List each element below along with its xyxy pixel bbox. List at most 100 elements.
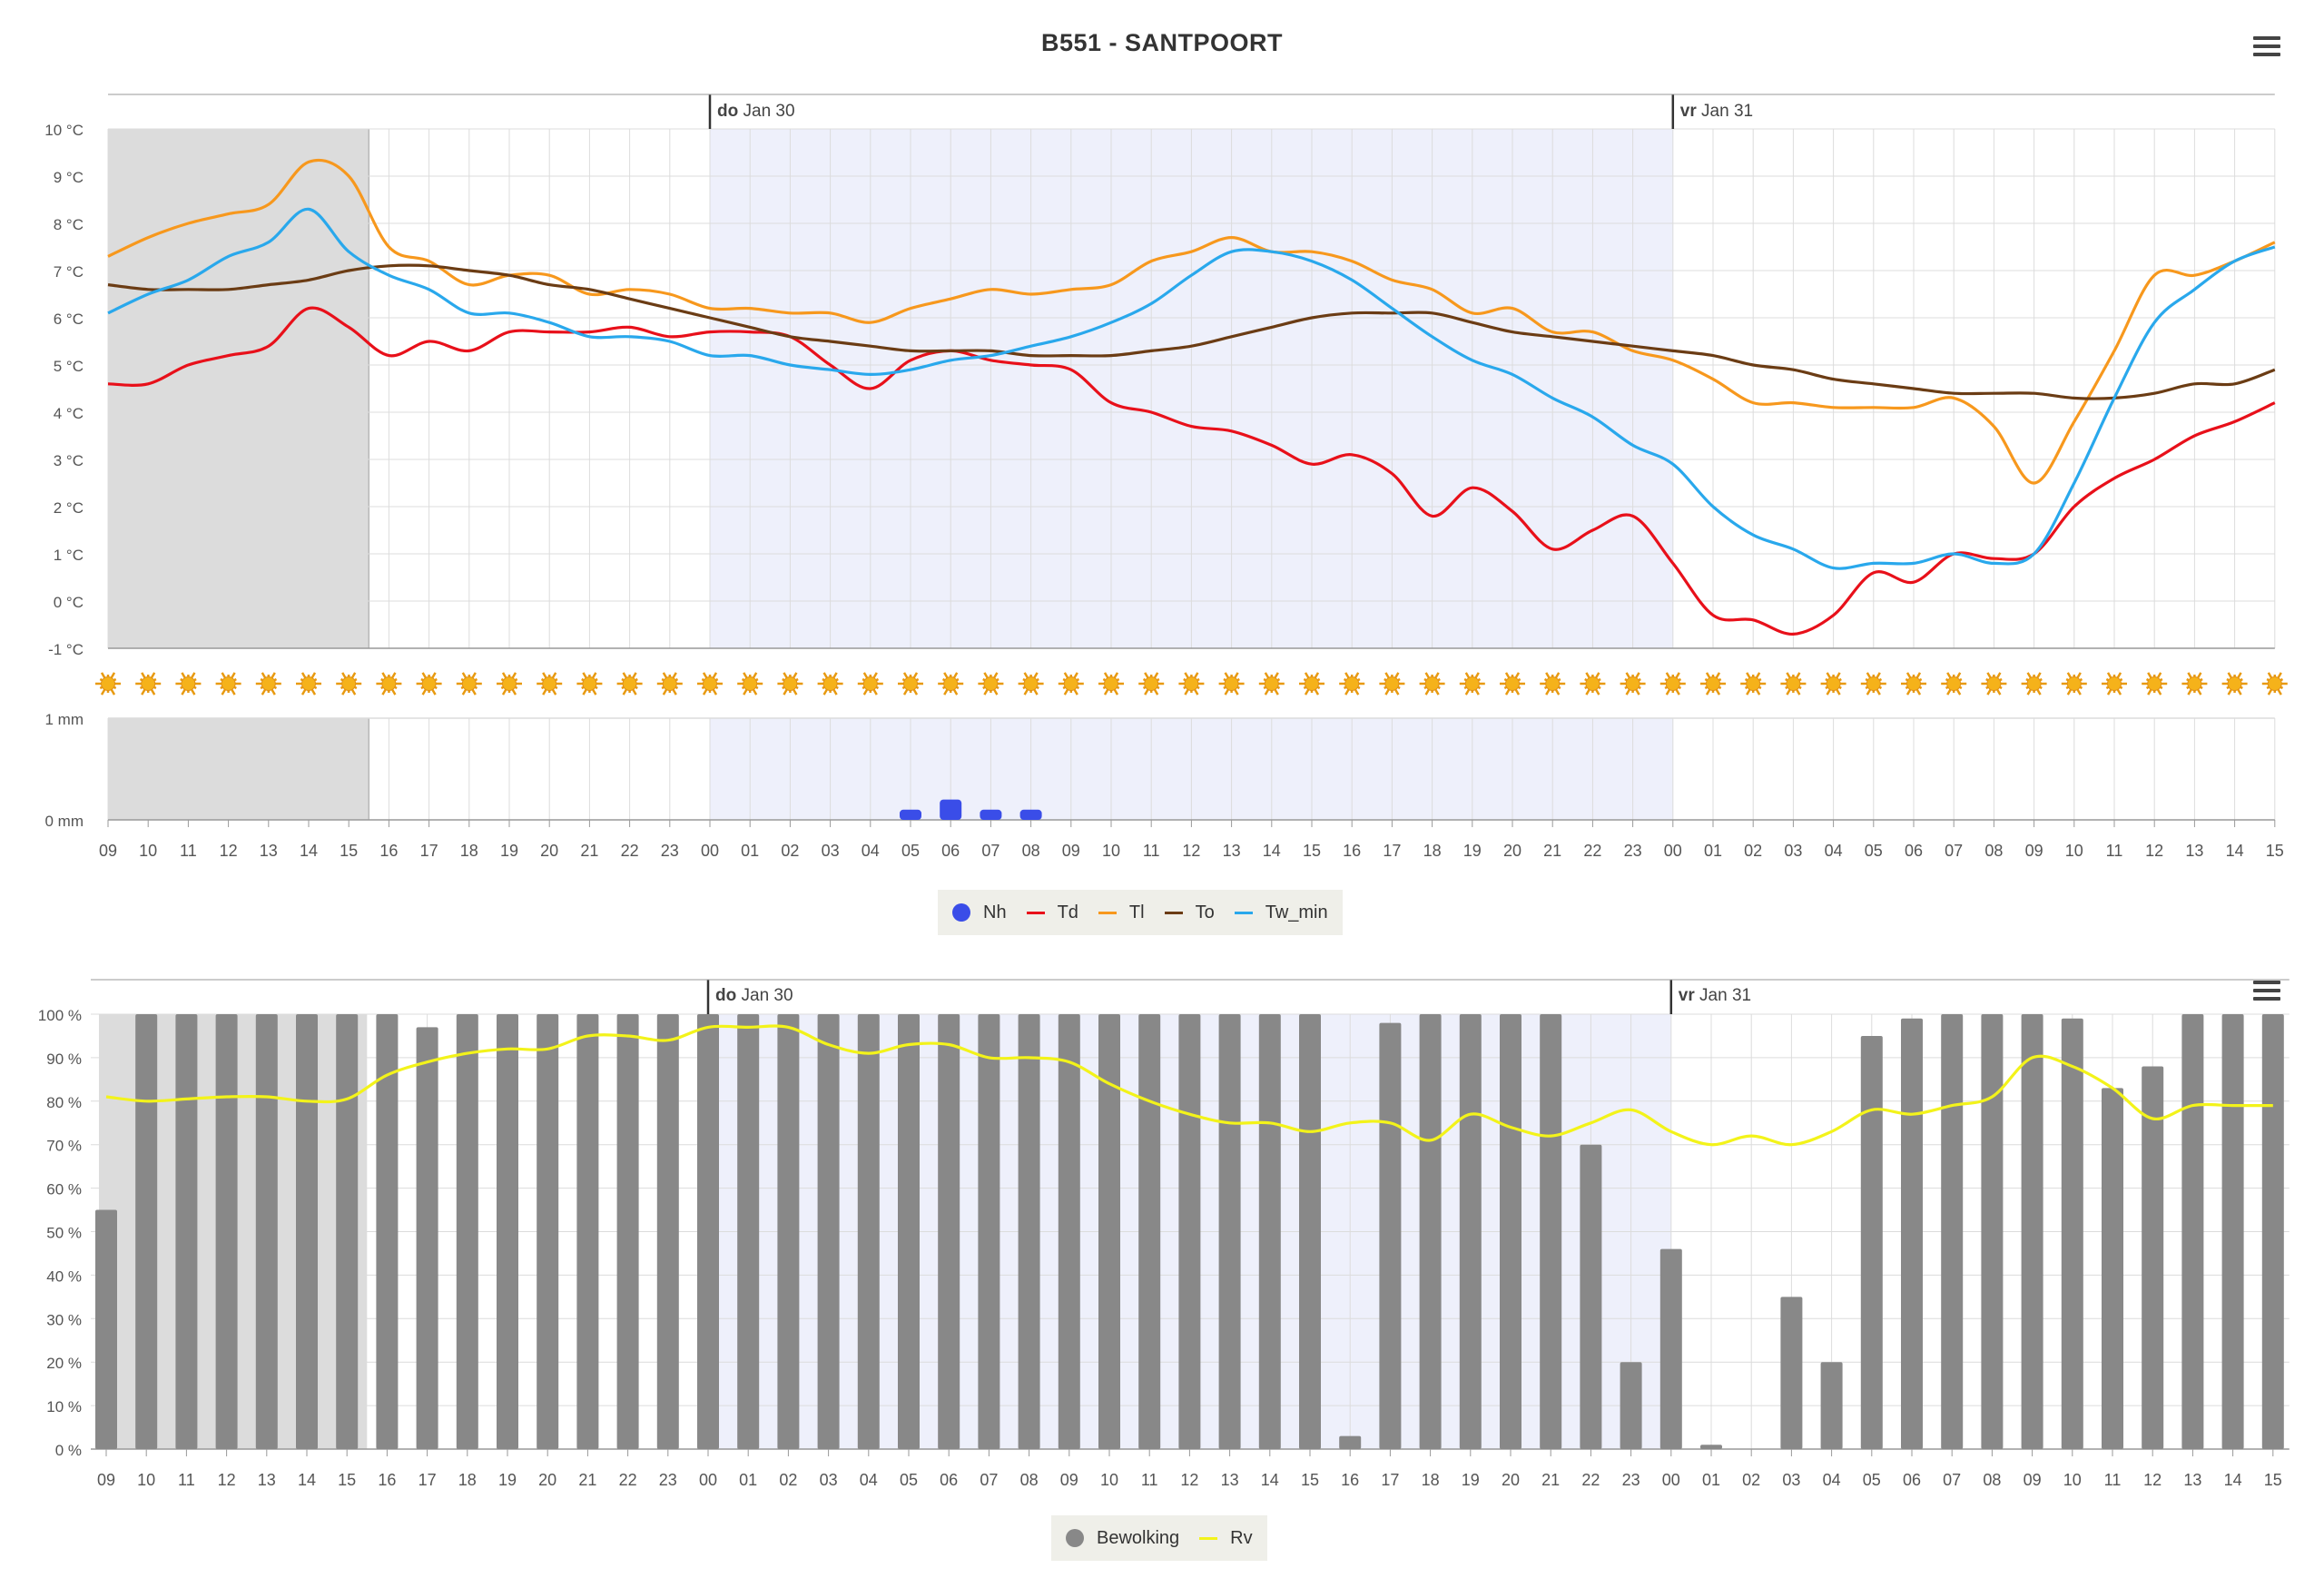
y-tick-label: 5 °C xyxy=(54,358,84,375)
legend-item-tl[interactable]: Tl xyxy=(1098,902,1145,923)
cloud-bar xyxy=(2061,1018,2083,1449)
sun-icon xyxy=(1620,672,1646,695)
x-tick-label: 19 xyxy=(1462,1471,1480,1489)
x-tick-label: 04 xyxy=(860,1471,878,1489)
cloud-bar xyxy=(898,1014,920,1449)
x-tick-label: 13 xyxy=(1221,1471,1239,1489)
y-tick-label: 80 % xyxy=(46,1094,82,1111)
sun-icon xyxy=(1258,672,1285,695)
legend-item-to[interactable]: To xyxy=(1164,902,1215,923)
x-tick-label: 01 xyxy=(741,842,759,860)
sun-icon xyxy=(1459,672,1485,695)
cloud-bar xyxy=(1981,1014,2004,1449)
cloud-bar xyxy=(1058,1014,1080,1449)
cloud-bar xyxy=(777,1014,800,1449)
y-tick-label: 70 % xyxy=(46,1138,82,1155)
context-menu-icon[interactable] xyxy=(2253,981,2280,1002)
legend-label: Nh xyxy=(983,902,1007,922)
x-tick-label: 10 xyxy=(1102,842,1120,860)
x-tick-label: 18 xyxy=(458,1471,477,1489)
cloud-bar xyxy=(1379,1022,1402,1449)
x-tick-label: 20 xyxy=(1502,1471,1520,1489)
x-tick-label: 05 xyxy=(901,842,920,860)
x-tick-label: 14 xyxy=(2226,842,2244,860)
legend-item-td[interactable]: Td xyxy=(1026,902,1078,923)
cloud-bar xyxy=(336,1014,359,1449)
y-tick-label: -1 °C xyxy=(48,641,84,658)
legend-item-rv[interactable]: Rv xyxy=(1199,1527,1253,1549)
history-shading xyxy=(108,718,369,820)
x-tick-label: 19 xyxy=(1463,842,1482,860)
x-tick-label: 08 xyxy=(1984,842,2003,860)
y-tick-label: 3 °C xyxy=(54,452,84,469)
sun-icon xyxy=(1780,672,1807,695)
legend-label: Tl xyxy=(1128,902,1145,922)
cloud-bar xyxy=(1098,1014,1120,1449)
x-tick-label: 13 xyxy=(2183,1471,2201,1489)
cloud-bar xyxy=(978,1014,1000,1449)
legend-temperature: Nh Td Tl To Tw_min xyxy=(938,890,1343,935)
cloud-bar xyxy=(1299,1014,1321,1449)
y-tick-label: 4 °C xyxy=(54,405,84,422)
sun-icon xyxy=(2181,672,2208,695)
sun-icon xyxy=(1540,672,1566,695)
cloud-bar xyxy=(2142,1066,2164,1449)
sun-icon xyxy=(1098,672,1124,695)
legend-item-bewolking[interactable]: Bewolking xyxy=(1066,1528,1179,1549)
x-tick-label: 23 xyxy=(1624,842,1642,860)
x-tick-label: 07 xyxy=(981,842,1000,860)
x-tick-label: 09 xyxy=(2025,842,2043,860)
x-tick-label: 15 xyxy=(338,1471,356,1489)
x-tick-label: 11 xyxy=(1141,1471,1158,1489)
x-tick-label: 00 xyxy=(701,842,719,860)
sun-icon xyxy=(2142,672,2168,695)
x-tick-label: 12 xyxy=(218,1471,236,1489)
sun-icon xyxy=(416,672,442,695)
legend-item-nh[interactable]: Nh xyxy=(952,902,1007,923)
cloud-bar xyxy=(1620,1362,1642,1449)
cloud-bar xyxy=(1138,1014,1161,1449)
x-tick-label: 10 xyxy=(1100,1471,1118,1489)
history-shading xyxy=(108,129,369,648)
x-tick-label: 13 xyxy=(260,842,278,860)
series-line-to xyxy=(107,263,2276,400)
x-tick-label: 09 xyxy=(97,1471,115,1489)
x-tick-label: 18 xyxy=(460,842,478,860)
cloud-bar xyxy=(1218,1014,1241,1449)
legend-item-tw_min[interactable]: Tw_min xyxy=(1234,902,1328,923)
sun-icon xyxy=(1138,672,1165,695)
sun-icon xyxy=(1419,672,1445,695)
x-tick-label: 04 xyxy=(1825,842,1843,860)
precip-bar xyxy=(1019,809,1042,820)
x-tick-label: 11 xyxy=(2104,1471,2122,1489)
sun-icon xyxy=(777,672,803,695)
legend-label: Rv xyxy=(1230,1527,1253,1548)
x-tick-label: 14 xyxy=(298,1471,316,1489)
x-tick-label: 22 xyxy=(1581,1471,1600,1489)
temperature-chart: 10 °C 9 °C 8 °C 7 °C 6 °C 5 °C 4 °C 3 °C 2 °C 1 °… xyxy=(44,94,2288,860)
legend-symbol xyxy=(1164,911,1183,914)
sun-icon xyxy=(336,672,362,695)
cloud-bar xyxy=(1659,1248,1682,1449)
x-tick-label: 21 xyxy=(1543,842,1561,860)
cloud-bar xyxy=(135,1014,158,1449)
x-tick-label: 10 xyxy=(139,842,157,860)
x-tick-label: 15 xyxy=(1303,842,1321,860)
context-menu-icon[interactable] xyxy=(2253,36,2280,58)
x-tick-label: 09 xyxy=(1062,842,1080,860)
x-tick-label: 22 xyxy=(619,1471,637,1489)
sun-icon xyxy=(2102,672,2127,695)
cloud-bar xyxy=(416,1027,438,1449)
sun-icon xyxy=(497,672,522,695)
cloud-bar xyxy=(2181,1014,2204,1449)
x-tick-label: 14 xyxy=(1263,842,1281,860)
x-tick-label: 09 xyxy=(1060,1471,1078,1489)
legend-symbol xyxy=(952,903,970,922)
cloud-bar xyxy=(1860,1035,1883,1449)
y-tick-label: 9 °C xyxy=(54,169,84,186)
sun-icon xyxy=(1339,672,1365,695)
x-tick-label: 23 xyxy=(659,1471,677,1489)
sun-icon xyxy=(2261,672,2288,695)
y-tick-label: 0 % xyxy=(55,1442,82,1459)
cloud-bar xyxy=(576,1014,599,1449)
